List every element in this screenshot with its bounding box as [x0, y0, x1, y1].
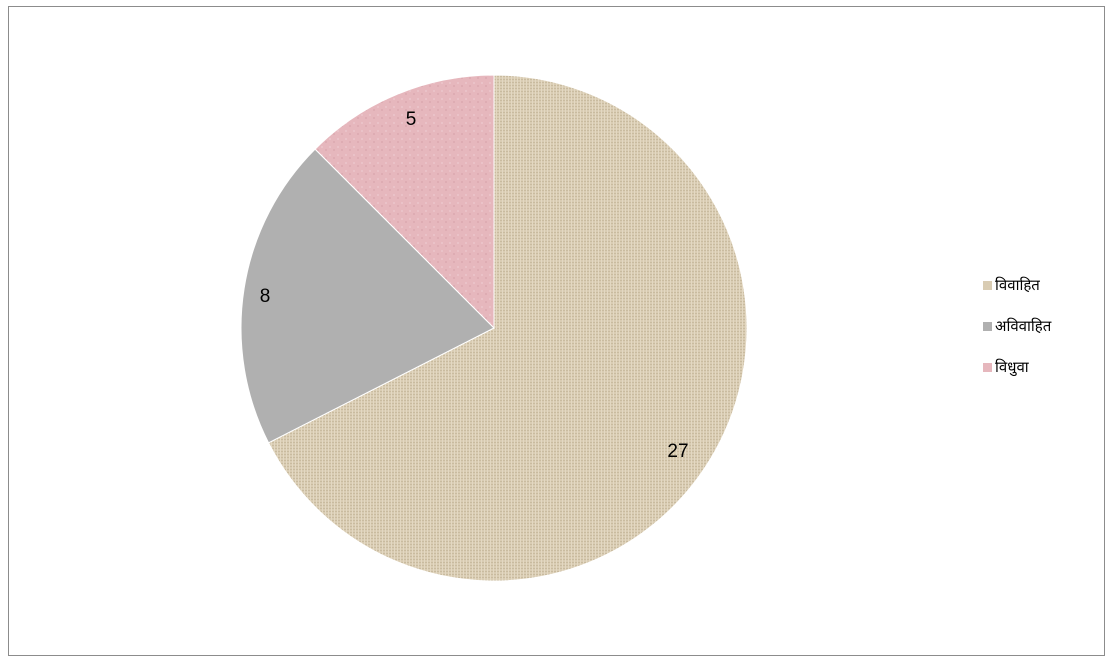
legend-label-widow: विधुवा: [995, 358, 1029, 376]
pie-slice-widow: [314, 74, 495, 330]
legend-swatch-married: [983, 280, 992, 290]
pie-slice-married: [267, 74, 748, 582]
legend-swatch-unmarried: [983, 321, 992, 331]
pie-slice-unmarried: [240, 148, 495, 444]
data-label-widow: 5: [406, 109, 417, 130]
legend-item-widow: विधुवा: [983, 357, 1051, 377]
legend-swatch-widow: [983, 362, 992, 372]
data-label-married: 27: [667, 441, 688, 462]
legend: विवाहित अविवाहित विधुवा: [983, 275, 1051, 398]
data-label-unmarried: 8: [260, 286, 271, 307]
legend-item-married: विवाहित: [983, 275, 1051, 295]
legend-label-married: विवाहित: [995, 276, 1040, 294]
legend-label-unmarried: अविवाहित: [995, 317, 1052, 335]
legend-item-unmarried: अविवाहित: [983, 316, 1051, 336]
